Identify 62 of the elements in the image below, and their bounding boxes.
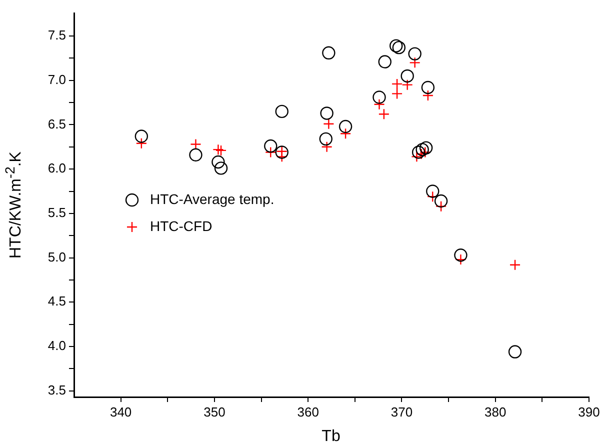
legend-label: HTC-Average temp. (150, 190, 274, 207)
x-tick-label: 340 (110, 404, 132, 420)
point (390, 39, 403, 52)
point (419, 141, 433, 154)
y-tick-label: 7.0 (48, 72, 66, 87)
y-tick-label: 6.0 (48, 160, 66, 176)
point (189, 148, 202, 162)
point (275, 104, 288, 118)
point (408, 47, 422, 60)
point (134, 130, 148, 143)
point (374, 98, 385, 110)
y-tick-label: 3.5 (48, 382, 66, 398)
point (214, 162, 228, 175)
point (372, 90, 386, 104)
point (340, 128, 352, 140)
point (402, 79, 413, 90)
point (215, 144, 227, 156)
point (412, 146, 426, 159)
point (422, 90, 434, 102)
point (416, 142, 429, 156)
point (378, 108, 390, 120)
y-tick-label: 4.5 (48, 294, 66, 309)
point (378, 55, 392, 68)
point (320, 106, 334, 120)
point (136, 138, 148, 149)
point (391, 88, 403, 100)
point (420, 146, 431, 158)
x-tick-label: 380 (484, 404, 506, 420)
point (454, 248, 468, 262)
x-axis-title: Tb (322, 428, 340, 446)
point (212, 144, 224, 156)
point (338, 120, 352, 134)
point (435, 200, 447, 212)
point (321, 141, 332, 153)
point (265, 146, 276, 158)
x-tick-label: 350 (204, 404, 226, 420)
point (212, 155, 225, 169)
y-tick-label: 4.0 (48, 338, 66, 354)
x-tick-label: 370 (390, 404, 413, 420)
point (411, 151, 422, 162)
point (391, 78, 403, 90)
point (400, 69, 414, 83)
point (509, 259, 521, 270)
y-tick-label: 5.5 (48, 205, 66, 220)
y-tick-label: 6.5 (48, 116, 66, 132)
point (434, 194, 448, 208)
point (409, 57, 420, 68)
point (323, 118, 334, 130)
point (392, 40, 406, 54)
point (508, 345, 522, 358)
y-tick-label: 5.0 (48, 249, 66, 264)
point (455, 254, 466, 266)
point (322, 46, 336, 60)
point (264, 139, 278, 153)
point (190, 138, 202, 150)
legend-label: HTC-CFD (150, 218, 212, 234)
point (426, 184, 440, 198)
x-tick-label: 390 (578, 404, 600, 420)
y-tick-label: 7.5 (48, 28, 66, 43)
point (421, 80, 435, 94)
x-tick-label: 360 (297, 404, 319, 420)
point (319, 132, 332, 146)
